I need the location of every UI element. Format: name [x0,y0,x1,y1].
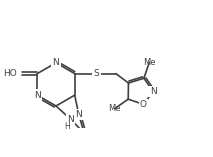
Text: N: N [53,58,59,67]
Text: Me: Me [108,104,121,113]
Text: S: S [93,69,99,78]
Text: H: H [65,122,71,131]
Text: N: N [34,91,41,100]
Text: N: N [67,115,74,124]
Text: HO: HO [3,69,17,78]
Text: N: N [150,87,157,96]
Text: Me: Me [143,58,155,67]
Text: N: N [75,110,82,119]
Text: O: O [140,100,147,109]
